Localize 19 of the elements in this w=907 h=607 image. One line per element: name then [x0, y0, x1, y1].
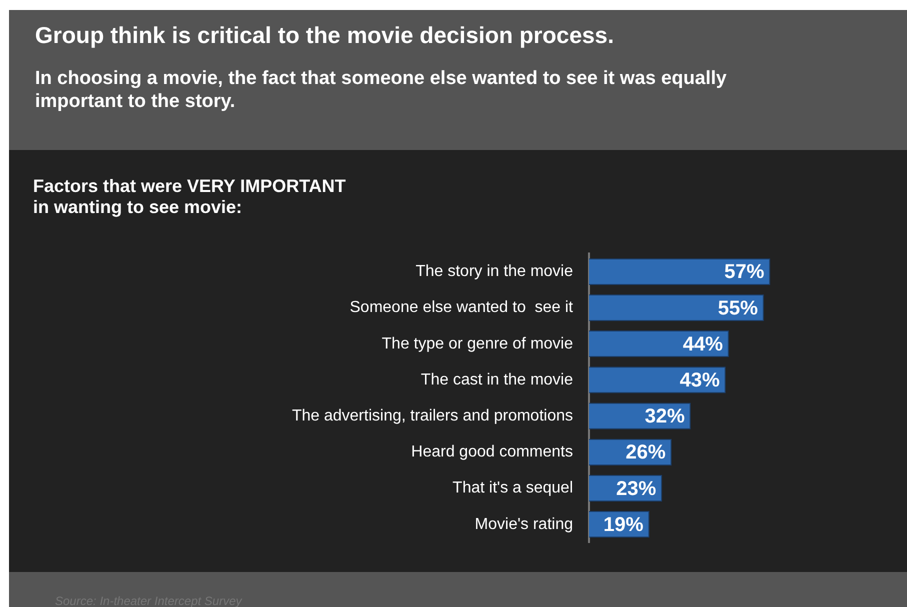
y-tick-label: That it's a sequel: [452, 480, 573, 497]
data-label: 55%: [718, 297, 758, 320]
data-label: 19%: [603, 514, 644, 536]
y-tick-label: The story in the movie: [416, 263, 574, 280]
y-tick-label: The type or genre of movie: [382, 335, 574, 352]
data-label: 43%: [680, 369, 720, 392]
data-label: 26%: [626, 442, 666, 464]
text: Factors that were VERY IMPORTANT in wanting to see movie:: [33, 176, 346, 218]
text: Group think is critical to the movie decision process.: [35, 21, 615, 49]
y-tick-label: Heard good comments: [411, 444, 573, 461]
data-label: 44%: [682, 333, 724, 356]
y-tick-label: Someone else wanted to see it: [350, 299, 574, 316]
y-tick-label: The advertising, trailers and promotions: [292, 407, 573, 424]
data-label: 23%: [616, 478, 656, 500]
text: In choosing a movie, the fact that someone else wanted to see it was equally important to the story.: [35, 67, 728, 113]
y-tick-label: Movie's rating: [474, 516, 573, 533]
y-tick-label: The cast in the movie: [420, 371, 574, 388]
data-label: 57%: [724, 261, 764, 284]
data-label: 32%: [644, 406, 685, 428]
